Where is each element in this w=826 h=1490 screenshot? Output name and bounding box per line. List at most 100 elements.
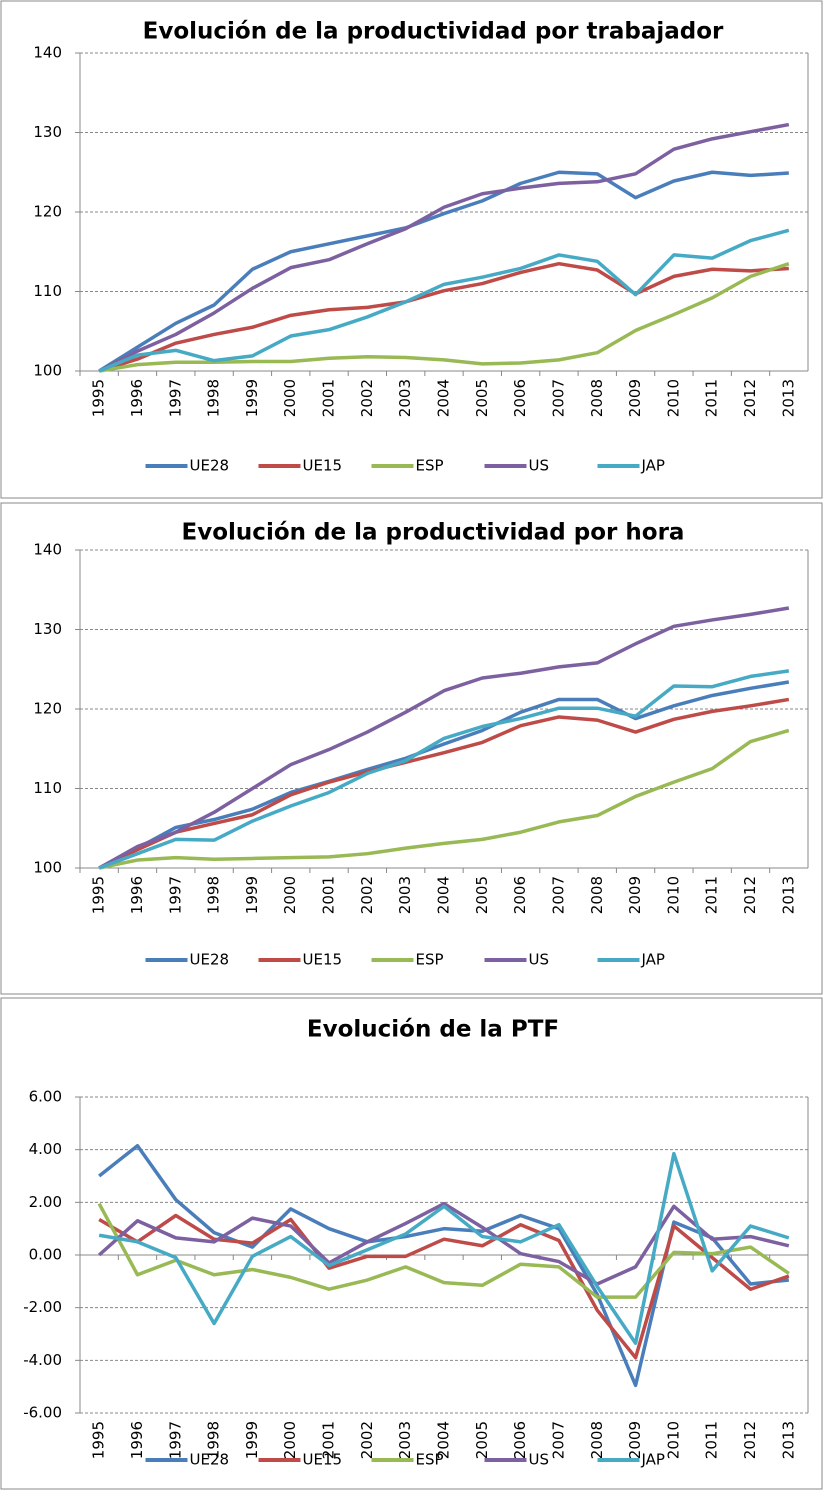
y-tick-label: 120 [33,700,62,718]
y-tick-label: -2.00 [23,1298,62,1316]
chart-border [0,502,823,995]
chart: Evolución de la PTF -6.00 -4.00 -2.00 0.00 2.… [0,997,823,1490]
y-tick-label: 0.00 [29,1246,62,1264]
chart: Evolución de la productividad por trabaj… [0,0,823,499]
x-tick-label: 2006 [511,1421,529,1459]
chart-title: Evolución de la productividad por trabaj… [143,19,724,45]
x-tick-label: 1996 [128,876,146,914]
series-line [98,1143,790,1388]
x-tick-label: 2013 [779,876,797,914]
series-line [98,606,790,870]
x-tick-label: 1999 [243,1421,261,1459]
x-tick-label: 1997 [166,876,184,914]
x-tick-label: 2005 [473,876,491,914]
x-tick-label: 2005 [473,379,491,417]
x-tick-label: 2006 [511,379,529,417]
x-tick-label: 1999 [243,876,261,914]
y-tick-label: 2.00 [29,1193,62,1211]
y-tick-label: 140 [33,44,62,62]
x-tick-label: 2003 [396,1421,414,1459]
y-tick-label: 110 [33,282,62,300]
x-tick-label: 2011 [703,379,721,417]
legend-label: UE28 [190,1451,230,1469]
x-tick-label: 1996 [128,1421,146,1459]
x-tick-label: 2011 [703,1421,721,1459]
x-tick-label: 2012 [741,1421,759,1459]
series-line [98,228,790,373]
legend-label: UE15 [303,457,343,475]
x-tick-label: 2001 [320,379,338,417]
y-tick-label: 130 [33,620,62,638]
x-tick-label: 2011 [703,876,721,914]
x-tick-label: 2013 [779,379,797,417]
x-tick-label: 2007 [549,1421,567,1459]
x-tick-label: 2007 [549,876,567,914]
legend-label: US [529,951,550,969]
y-tick-label: 140 [33,541,62,559]
series-line [98,261,789,373]
x-tick-label: 2005 [473,1421,491,1459]
series-line [98,170,789,373]
y-tick-label: 120 [33,203,62,221]
x-tick-label: 2004 [435,379,453,417]
x-tick-label: 2008 [588,876,606,914]
x-tick-label: 1998 [205,1421,223,1459]
x-tick-label: 2012 [741,379,759,417]
x-tick-label: 2010 [664,876,682,914]
x-tick-label: 2007 [549,379,567,417]
series-line [97,1201,790,1286]
y-tick-label: 100 [33,859,62,877]
x-tick-label: 1995 [90,379,108,417]
x-tick-label: 2003 [396,379,414,417]
y-tick-label: -6.00 [23,1404,62,1422]
legend-label: ESP [416,1451,444,1469]
legend-label: UE28 [190,951,230,969]
chart-title: Evolución de la PTF [307,1017,559,1043]
x-tick-label: 2000 [281,1421,299,1459]
x-tick-label: 2010 [664,379,682,417]
x-tick-label: 2003 [396,876,414,914]
series-line [98,1213,790,1360]
series-line [97,1202,790,1299]
x-tick-label: 1996 [128,379,146,417]
y-tick-label: 100 [33,362,62,380]
series-line [98,680,790,870]
x-tick-label: 2009 [626,1421,644,1459]
x-tick-label: 1997 [166,379,184,417]
legend-label: US [529,1451,550,1469]
x-tick-label: 2008 [588,379,606,417]
series-line [98,122,790,373]
legend-label: US [529,457,550,475]
x-tick-label: 1995 [90,1421,108,1459]
x-tick-label: 2013 [779,1421,797,1459]
legend-label: UE28 [190,457,230,475]
x-tick-label: 2001 [320,1421,338,1459]
legend-label: JAP [641,951,665,969]
y-tick-label: -4.00 [23,1351,62,1369]
y-tick-label: 6.00 [29,1088,62,1106]
x-tick-label: 2004 [435,1421,453,1459]
chart-title: Evolución de la productividad por hora [182,520,685,546]
x-tick-label: 2002 [358,876,376,914]
series-line [98,728,790,870]
series-line [98,1151,790,1345]
x-tick-label: 2009 [626,379,644,417]
y-tick-label: 130 [33,123,62,141]
x-tick-label: 2008 [588,1421,606,1459]
chart-border [0,0,823,499]
legend-label: UE15 [303,951,343,969]
x-tick-label: 1995 [90,876,108,914]
x-tick-label: 2002 [358,379,376,417]
legend-label: UE15 [303,1451,343,1469]
x-tick-label: 2000 [281,876,299,914]
y-tick-label: 4.00 [29,1140,62,1158]
x-tick-label: 2012 [741,876,759,914]
series-line [98,669,790,870]
x-tick-label: 1998 [205,876,223,914]
x-tick-label: 1999 [243,379,261,417]
x-tick-label: 2009 [626,876,644,914]
chart: Evolución de la productividad por hora 10… [0,502,823,995]
x-tick-label: 2000 [281,379,299,417]
y-tick-label: 110 [33,779,62,797]
